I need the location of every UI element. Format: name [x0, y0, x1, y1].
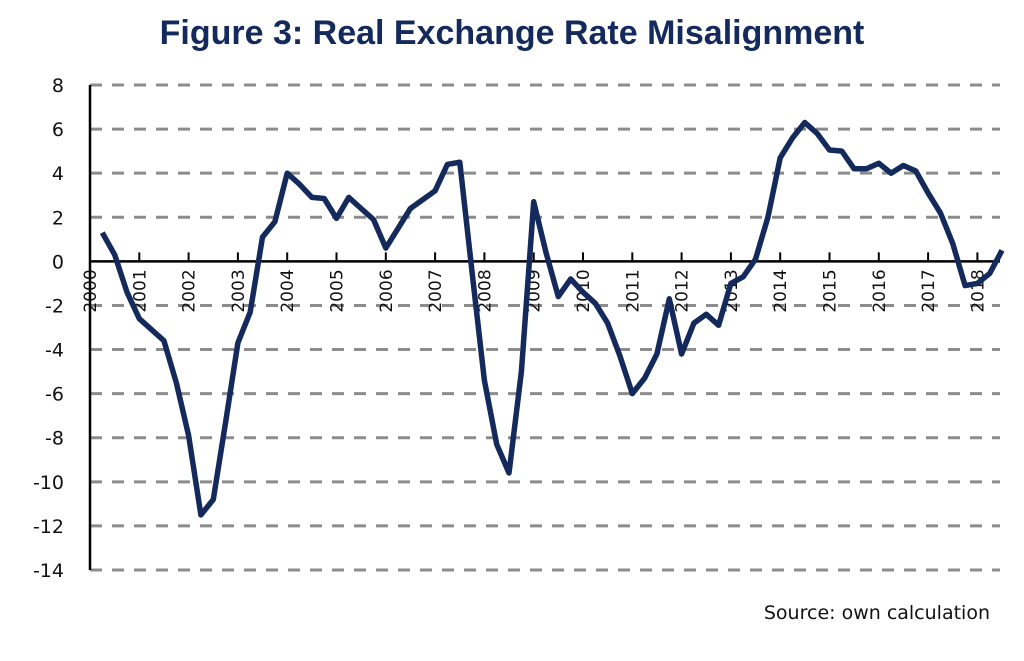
- x-tick-label: 2011: [623, 269, 643, 312]
- y-tick-label: 2: [52, 207, 64, 229]
- source-note: Source: own calculation: [763, 602, 990, 624]
- x-tick-label: 2003: [229, 269, 249, 312]
- axes: [88, 85, 1000, 570]
- x-tick-label: 2016: [870, 269, 890, 312]
- y-tick-label: -10: [33, 472, 64, 494]
- y-tick-label: -6: [45, 384, 64, 406]
- series-group: [99, 119, 1005, 518]
- x-tick-label: 2002: [180, 269, 200, 312]
- y-tick-label: -14: [33, 560, 64, 582]
- y-tick-label: 6: [52, 119, 64, 141]
- chart-title: Figure 3: Real Exchange Rate Misalignmen…: [159, 14, 865, 52]
- x-tick-label: 2001: [130, 269, 150, 312]
- x-tick-label: 2007: [426, 269, 446, 312]
- y-axis-tick-labels: 8 6 4 2 0 -2 -4 -6 -8 -10 -12 -14: [33, 75, 64, 582]
- series-line: [99, 119, 1005, 518]
- x-tick-label: 2004: [278, 269, 298, 312]
- x-tick-label: 2012: [673, 269, 693, 312]
- gridlines: [90, 83, 1000, 572]
- x-axis-tick-labels: 2000 2001 2002 2003 2004 2005 2006 2007 2008 2009…: [81, 269, 988, 312]
- x-tick-label: 2005: [328, 269, 348, 312]
- x-tick-label: 2015: [821, 269, 841, 312]
- x-tick-label: 2006: [377, 269, 397, 312]
- y-tick-label: 8: [52, 75, 64, 97]
- y-tick-label: -8: [45, 428, 64, 450]
- x-tick-label: 2014: [771, 269, 791, 312]
- x-tick-label: 2008: [475, 269, 495, 312]
- y-tick-label: 4: [52, 163, 64, 185]
- y-tick-label: 0: [52, 251, 64, 273]
- y-tick-label: -2: [45, 295, 64, 317]
- y-tick-label: -4: [45, 340, 64, 362]
- x-tick-label: 2000: [81, 269, 101, 312]
- x-tick-label: 2017: [919, 269, 939, 312]
- y-tick-label: -12: [33, 516, 64, 538]
